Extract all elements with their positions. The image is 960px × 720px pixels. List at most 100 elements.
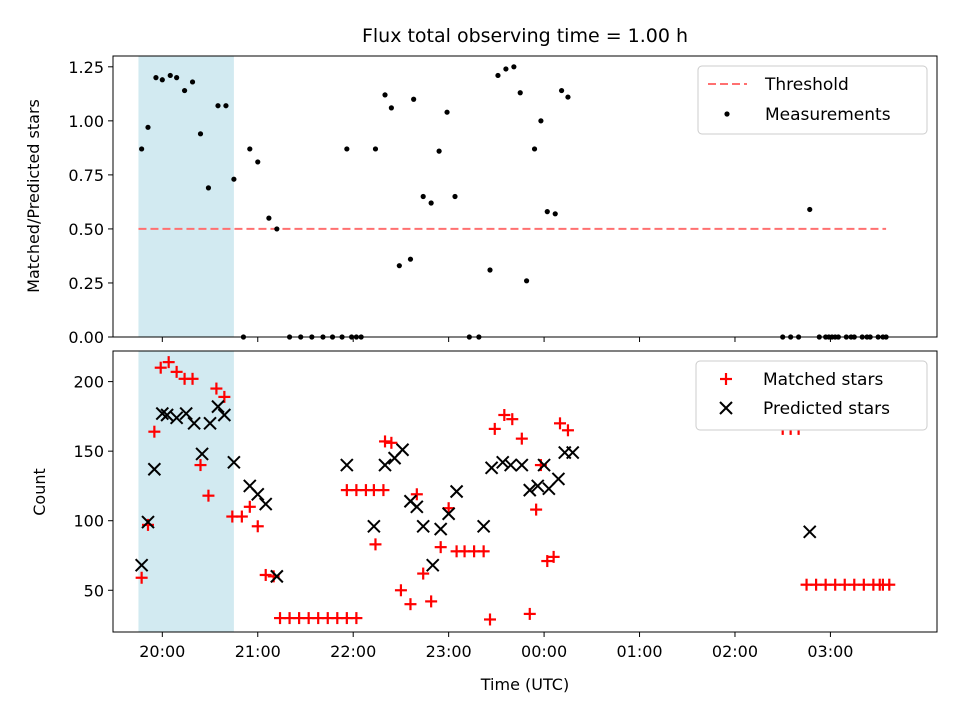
matched-stars-point xyxy=(186,372,199,385)
measurement-point xyxy=(153,75,159,81)
predicted-stars-point xyxy=(169,411,184,425)
bottom-legend: Matched stars Predicted stars xyxy=(695,360,928,431)
predicted-stars-point xyxy=(395,443,410,457)
measurement-point xyxy=(552,211,558,217)
matched-stars-point xyxy=(488,422,501,435)
predicted-stars-point xyxy=(270,569,284,584)
matched-stars-point xyxy=(243,500,256,513)
x-tick-label: 21:00 xyxy=(235,642,281,661)
matched-stars-point xyxy=(404,598,417,611)
x-tick-label: 01:00 xyxy=(616,642,662,661)
y-tick-label: 1.25 xyxy=(68,58,104,77)
matched-stars-point xyxy=(523,607,536,620)
predicted-stars-point xyxy=(441,507,456,521)
measurement-point xyxy=(503,66,509,72)
measurement-point xyxy=(181,87,188,94)
predicted-stars-point xyxy=(217,408,232,422)
matched-stars-point xyxy=(434,541,447,554)
measurement-point xyxy=(531,146,538,152)
x-tick-label: 22:00 xyxy=(330,642,376,661)
matched-stars-point xyxy=(515,432,528,445)
x-tick-label: 00:00 xyxy=(521,642,567,661)
predicted-stars-point xyxy=(433,522,448,536)
legend-measurements-swatch xyxy=(724,111,730,117)
measurement-point xyxy=(205,185,212,191)
measurement-point xyxy=(452,193,458,200)
measurement-point xyxy=(558,87,565,94)
legend-matched-label: Matched stars xyxy=(763,370,883,390)
predicted-stars-point xyxy=(410,500,424,514)
highlight-span xyxy=(138,351,234,632)
top-legend: Threshold Measurements xyxy=(697,65,928,135)
legend-threshold-label: Threshold xyxy=(764,75,849,95)
y-tick-label: 1.00 xyxy=(68,112,104,131)
measurement-point xyxy=(344,146,350,152)
matched-stars-point xyxy=(251,520,264,533)
measurement-point xyxy=(223,103,229,109)
matched-stars-point xyxy=(154,361,167,374)
x-axis-label: Time (UTC) xyxy=(480,675,569,694)
predicted-stars-point xyxy=(211,399,225,414)
matched-stars-point xyxy=(350,612,363,625)
matched-stars-point xyxy=(506,413,519,426)
measurement-point xyxy=(511,64,517,70)
predicted-stars-point xyxy=(134,558,149,572)
bottom-y-axis-label: Count xyxy=(30,468,49,516)
predicted-stars-point xyxy=(141,515,155,529)
y-tick-label: 200 xyxy=(73,373,104,392)
matched-stars-point xyxy=(170,365,183,378)
matched-stars-point xyxy=(484,613,497,626)
measurement-point xyxy=(436,148,442,154)
measurement-point xyxy=(411,96,417,102)
predicted-stars-point xyxy=(259,497,273,511)
measurement-point xyxy=(396,263,402,269)
legend-measurements-label: Measurements xyxy=(765,105,891,125)
x-tick-label: 02:00 xyxy=(712,642,758,661)
chart-title: Flux total observing time = 1.00 h xyxy=(362,25,688,47)
measurement-point xyxy=(167,72,173,79)
matched-stars-point xyxy=(210,382,223,395)
predicted-stars-point xyxy=(179,406,193,421)
measurement-point xyxy=(523,278,530,284)
measurement-point xyxy=(487,267,493,273)
measurement-point xyxy=(139,146,145,152)
measurement-point xyxy=(145,124,151,130)
measurement-point xyxy=(444,109,450,115)
measurement-point xyxy=(159,77,165,83)
predicted-stars-point xyxy=(155,406,170,421)
predicted-stars-point xyxy=(160,408,174,422)
measurement-point xyxy=(247,146,253,152)
matched-stars-point xyxy=(425,595,438,608)
top-panel: 0.00 0.25 0.50 0.75 1.00 1.25 Matched/Predict… xyxy=(24,55,938,347)
y-tick-label: 50 xyxy=(84,581,104,600)
measurement-point xyxy=(565,94,571,100)
predicted-stars-point xyxy=(340,458,354,472)
predicted-stars-point xyxy=(523,483,537,497)
top-plot-frame xyxy=(112,55,938,338)
y-tick-label: 100 xyxy=(73,512,104,531)
predicted-stars-point xyxy=(503,458,518,472)
predicted-stars-point xyxy=(531,479,545,493)
x-tick-label: 03:00 xyxy=(807,642,853,661)
matched-stars-point xyxy=(561,424,574,437)
measurement-point xyxy=(174,75,180,81)
y-tick-label: 0.00 xyxy=(68,328,104,347)
measurement-point xyxy=(420,193,426,200)
measurement-point xyxy=(189,79,196,85)
legend-predicted-swatch xyxy=(719,401,733,415)
matched-stars-point xyxy=(553,417,566,430)
measurement-point xyxy=(231,176,237,182)
matched-stars-point xyxy=(218,390,231,403)
matched-stars-point xyxy=(477,545,490,558)
matched-stars-point xyxy=(369,538,382,551)
matched-stars-point xyxy=(442,502,455,515)
y-tick-label: 150 xyxy=(73,442,104,461)
predicted-stars-point xyxy=(227,455,241,469)
matched-stars-point xyxy=(148,425,161,438)
predicted-stars-point xyxy=(515,458,529,472)
matched-stars-point xyxy=(410,488,423,501)
y-tick-label: 0.75 xyxy=(68,166,104,185)
predicted-stars-point xyxy=(449,484,464,499)
predicted-stars-point xyxy=(566,445,580,460)
